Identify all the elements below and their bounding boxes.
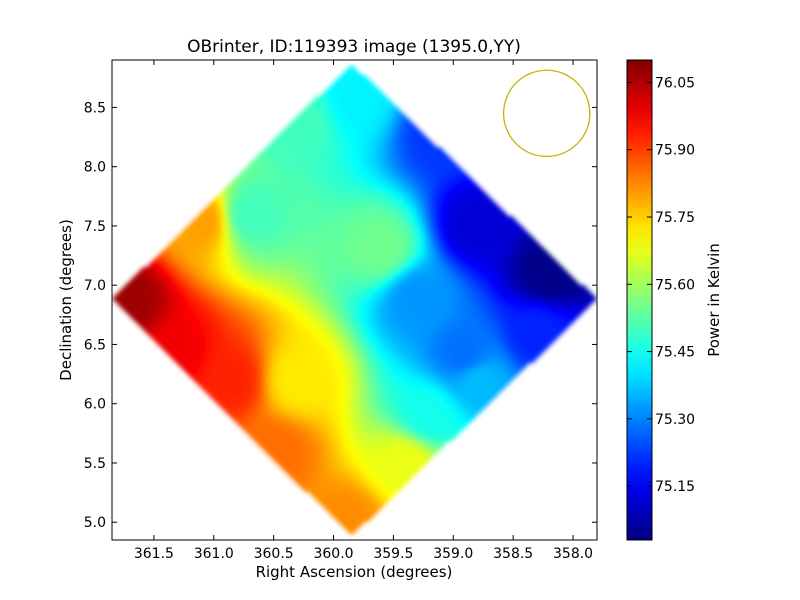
y-axis-ticks: 5.0 5.5 6.0 6.5 7.0 7.5 8.0 8.5 — [84, 100, 597, 531]
colorbar-label: Power in Kelvin — [705, 243, 723, 357]
y-tick-label: 6.5 — [84, 337, 106, 353]
y-tick-label: 8.0 — [84, 160, 106, 176]
y-axis-label: Declination (degrees) — [57, 219, 75, 381]
colorbar-frame — [626, 59, 653, 541]
x-tick-label: 359.0 — [433, 546, 473, 562]
colorbar-tick-label: 75.60 — [655, 277, 695, 293]
y-tick-label: 5.5 — [84, 456, 106, 472]
y-tick-label: 5.0 — [84, 515, 106, 531]
colorbar-ticks: 75.15 75.30 75.45 75.60 75.75 75.90 76.05 — [627, 75, 695, 495]
beam-marker-circle — [502, 69, 591, 158]
plot-area: 361.5 361.0 360.5 360.0 359.5 359.0 358.5 358.0… — [84, 59, 598, 562]
x-axis-label: Right Ascension (degrees) — [256, 563, 453, 581]
y-tick-label: 6.0 — [84, 397, 106, 413]
colorbar: 75.15 75.30 75.45 75.60 75.75 75.90 76.05 Powe… — [626, 59, 723, 541]
y-tick-label: 7.5 — [84, 219, 106, 235]
heatmap-field — [112, 60, 597, 540]
x-tick-label: 361.5 — [134, 546, 174, 562]
x-tick-label: 360.5 — [254, 546, 294, 562]
colorbar-tick-label: 75.90 — [655, 143, 695, 159]
y-tick-label: 7.0 — [84, 278, 106, 294]
colorbar-tick-label: 75.30 — [655, 412, 695, 428]
x-tick-label: 359.5 — [373, 546, 413, 562]
colorbar-tick-label: 75.75 — [655, 210, 695, 226]
x-tick-label: 360.0 — [313, 546, 353, 562]
x-axis-ticks: 361.5 361.0 360.5 360.0 359.5 359.0 358.5 358.0 — [134, 60, 593, 562]
plot-frame — [111, 59, 598, 541]
y-tick-label: 8.5 — [84, 100, 106, 116]
colorbar-gradient — [627, 60, 652, 540]
x-tick-label: 358.0 — [553, 546, 593, 562]
colorbar-tick-label: 76.05 — [655, 75, 695, 91]
x-tick-label: 361.0 — [194, 546, 234, 562]
colorbar-tick-label: 75.45 — [655, 345, 695, 361]
chart-title: OBrinter, ID:119393 image (1395.0,YY) — [187, 37, 521, 57]
x-tick-label: 358.5 — [493, 546, 533, 562]
colorbar-tick-label: 75.15 — [655, 479, 695, 495]
